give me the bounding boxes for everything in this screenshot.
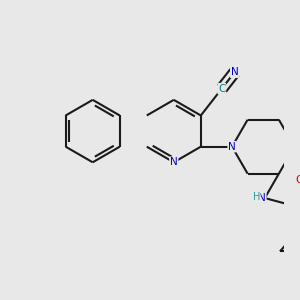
Text: N: N: [258, 193, 266, 203]
Text: N: N: [170, 157, 178, 167]
Text: H: H: [253, 192, 260, 202]
Text: N: N: [228, 142, 236, 152]
Text: N: N: [231, 67, 239, 77]
Text: O: O: [296, 175, 300, 185]
Text: C: C: [218, 84, 226, 94]
